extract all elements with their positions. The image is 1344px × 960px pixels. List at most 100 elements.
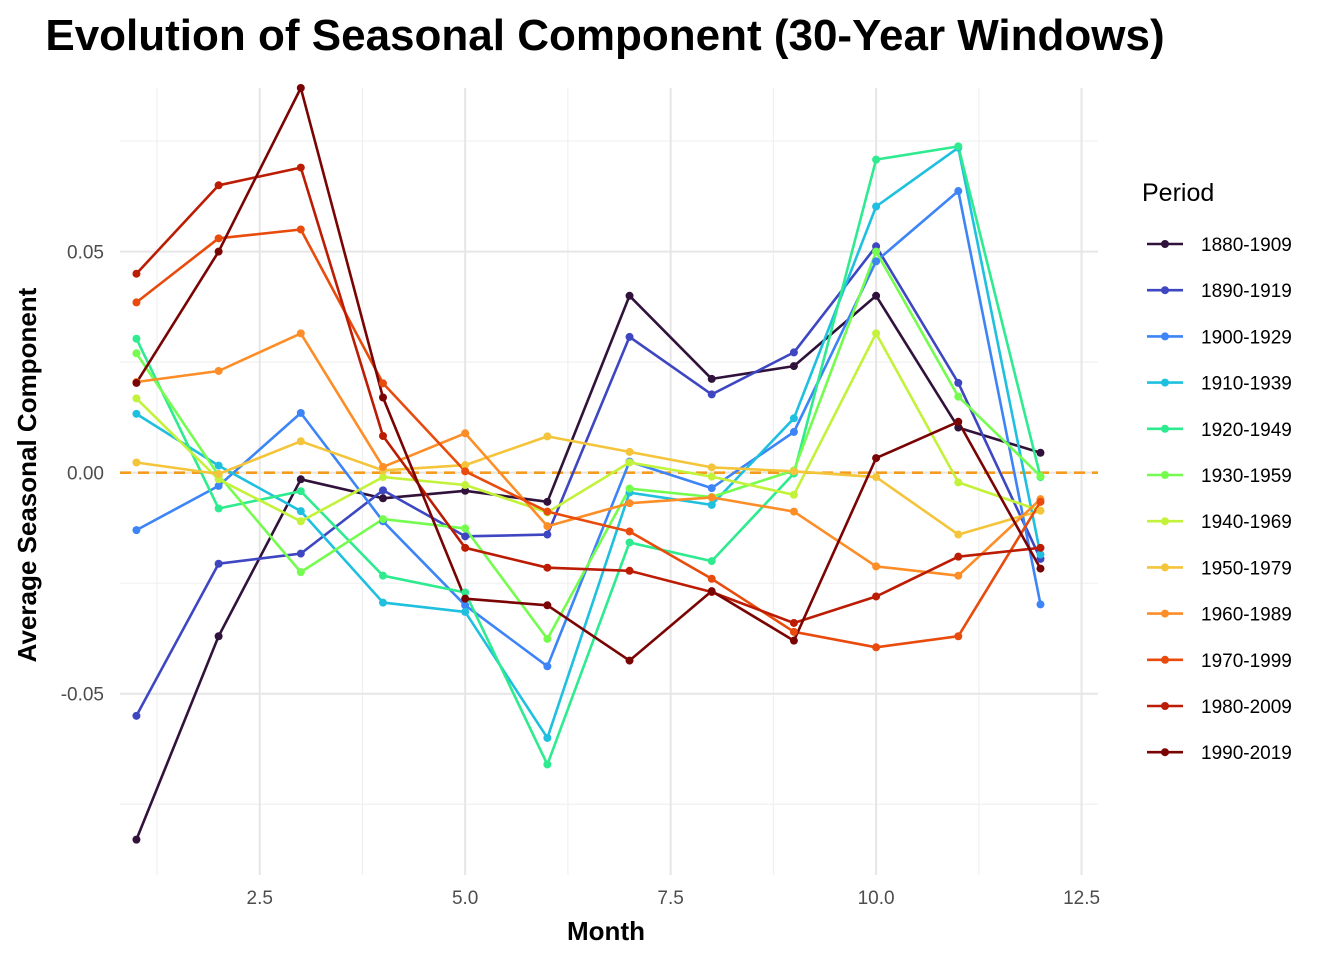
data-point-1940-1969 <box>296 517 305 526</box>
data-point-1930-1959 <box>378 515 387 524</box>
data-point-1990-2019 <box>214 247 223 256</box>
data-point-1940-1969 <box>132 394 141 403</box>
data-point-1930-1959 <box>543 634 552 643</box>
legend-title: Period <box>1142 179 1214 207</box>
data-point-1890-1919 <box>132 711 141 720</box>
data-point-1920-1949 <box>461 588 470 597</box>
data-point-1910-1939 <box>378 598 387 607</box>
data-point-1950-1979 <box>789 467 798 476</box>
data-point-1990-2019 <box>872 454 881 463</box>
data-point-1900-1929 <box>789 427 798 436</box>
legend-key-point <box>1161 332 1169 341</box>
data-point-1900-1929 <box>954 187 963 196</box>
legend-label: 1880-1909 <box>1201 235 1292 256</box>
data-point-1970-1999 <box>132 298 141 307</box>
data-point-1980-2009 <box>625 566 634 575</box>
legend-label: 1960-1989 <box>1201 605 1292 626</box>
data-point-1960-1989 <box>625 499 634 508</box>
y-tick-label: 0.00 <box>67 464 104 485</box>
plot-area <box>120 84 1098 875</box>
legend-label: 1980-2009 <box>1201 697 1292 718</box>
legend-key-point <box>1161 286 1169 295</box>
series-line-1950-1979 <box>136 435 1041 536</box>
series-line-1900-1929 <box>135 189 1042 668</box>
legend-label: 1930-1959 <box>1201 466 1292 487</box>
data-point-1910-1939 <box>789 414 798 423</box>
data-point-1880-1909 <box>1036 448 1045 457</box>
data-point-1970-1999 <box>872 643 881 652</box>
data-point-1950-1979 <box>296 437 305 446</box>
legend-item: 1910-1939 <box>1147 374 1292 395</box>
data-point-1910-1939 <box>543 733 552 742</box>
data-point-1970-1999 <box>378 379 387 388</box>
legend-key-point <box>1161 240 1169 248</box>
data-point-1890-1919 <box>789 348 798 357</box>
data-point-1960-1989 <box>214 366 223 375</box>
data-point-1970-1999 <box>214 234 223 243</box>
legend: Period 1880-1909 1890-1919 1900-1929 1910-1… <box>1142 179 1292 764</box>
data-point-1990-2019 <box>543 601 552 610</box>
data-point-1990-2019 <box>1036 564 1045 573</box>
data-point-1880-1909 <box>461 486 470 495</box>
data-point-1970-1999 <box>625 527 634 536</box>
data-point-1930-1959 <box>625 484 634 493</box>
data-point-1920-1949 <box>132 334 141 343</box>
data-point-1880-1909 <box>543 497 552 506</box>
data-point-1950-1979 <box>214 469 223 478</box>
data-point-1920-1949 <box>707 557 716 566</box>
legend-key-point <box>1161 471 1169 479</box>
legend-label: 1900-1929 <box>1201 327 1292 348</box>
data-point-1980-2009 <box>214 181 223 190</box>
legend-key-point <box>1161 655 1169 664</box>
y-axis-title: Average Seasonal Component <box>12 287 42 662</box>
data-point-1900-1929 <box>707 484 716 493</box>
legend-item: 1930-1959 <box>1147 466 1292 487</box>
data-point-1930-1959 <box>872 247 881 256</box>
legend-item: 1900-1929 <box>1147 327 1292 348</box>
series-line-1930-1959 <box>135 250 1042 641</box>
data-point-1990-2019 <box>707 587 716 596</box>
legend-label: 1970-1999 <box>1201 651 1292 672</box>
x-axis-title: Month <box>567 916 645 946</box>
data-point-1880-1909 <box>214 632 223 641</box>
series-line-1910-1939 <box>135 146 1042 740</box>
legend-key-point <box>1161 424 1169 433</box>
x-tick-label: 7.5 <box>657 888 683 909</box>
data-point-1960-1989 <box>543 522 552 531</box>
series-line-1880-1909 <box>135 294 1041 841</box>
data-point-1910-1939 <box>214 461 223 470</box>
data-point-1900-1929 <box>214 481 223 490</box>
data-point-1980-2009 <box>954 552 963 561</box>
series-line-1970-1999 <box>135 228 1042 649</box>
data-point-1960-1989 <box>954 571 963 580</box>
data-point-1900-1929 <box>296 408 305 417</box>
data-point-1950-1979 <box>132 458 141 467</box>
data-point-1880-1909 <box>296 475 305 484</box>
legend-item: 1980-2009 <box>1147 697 1292 718</box>
data-point-1940-1969 <box>378 473 387 482</box>
data-point-1920-1949 <box>954 142 963 151</box>
data-point-1950-1979 <box>625 447 634 456</box>
data-point-1960-1989 <box>461 429 470 438</box>
data-point-1920-1949 <box>214 504 223 513</box>
data-point-1890-1919 <box>461 532 470 541</box>
x-tick-label: 2.5 <box>247 888 273 909</box>
data-point-1890-1919 <box>543 530 552 539</box>
data-point-1960-1989 <box>789 507 798 516</box>
data-point-1990-2019 <box>461 594 470 603</box>
data-point-1910-1939 <box>1036 550 1045 559</box>
data-point-1880-1909 <box>872 291 881 300</box>
data-point-1920-1949 <box>543 760 552 769</box>
data-point-1980-2009 <box>789 618 798 627</box>
data-point-1890-1919 <box>707 390 716 399</box>
y-tick-label: -0.05 <box>61 685 104 706</box>
data-point-1960-1989 <box>707 493 716 502</box>
data-point-1900-1929 <box>461 601 470 610</box>
legend-key-point <box>1161 702 1169 710</box>
data-point-1940-1969 <box>954 478 963 487</box>
legend-item: 1970-1999 <box>1147 651 1292 672</box>
data-point-1970-1999 <box>789 627 798 636</box>
data-point-1920-1949 <box>378 571 387 580</box>
data-point-1980-2009 <box>461 543 470 552</box>
data-point-1970-1999 <box>543 507 552 516</box>
